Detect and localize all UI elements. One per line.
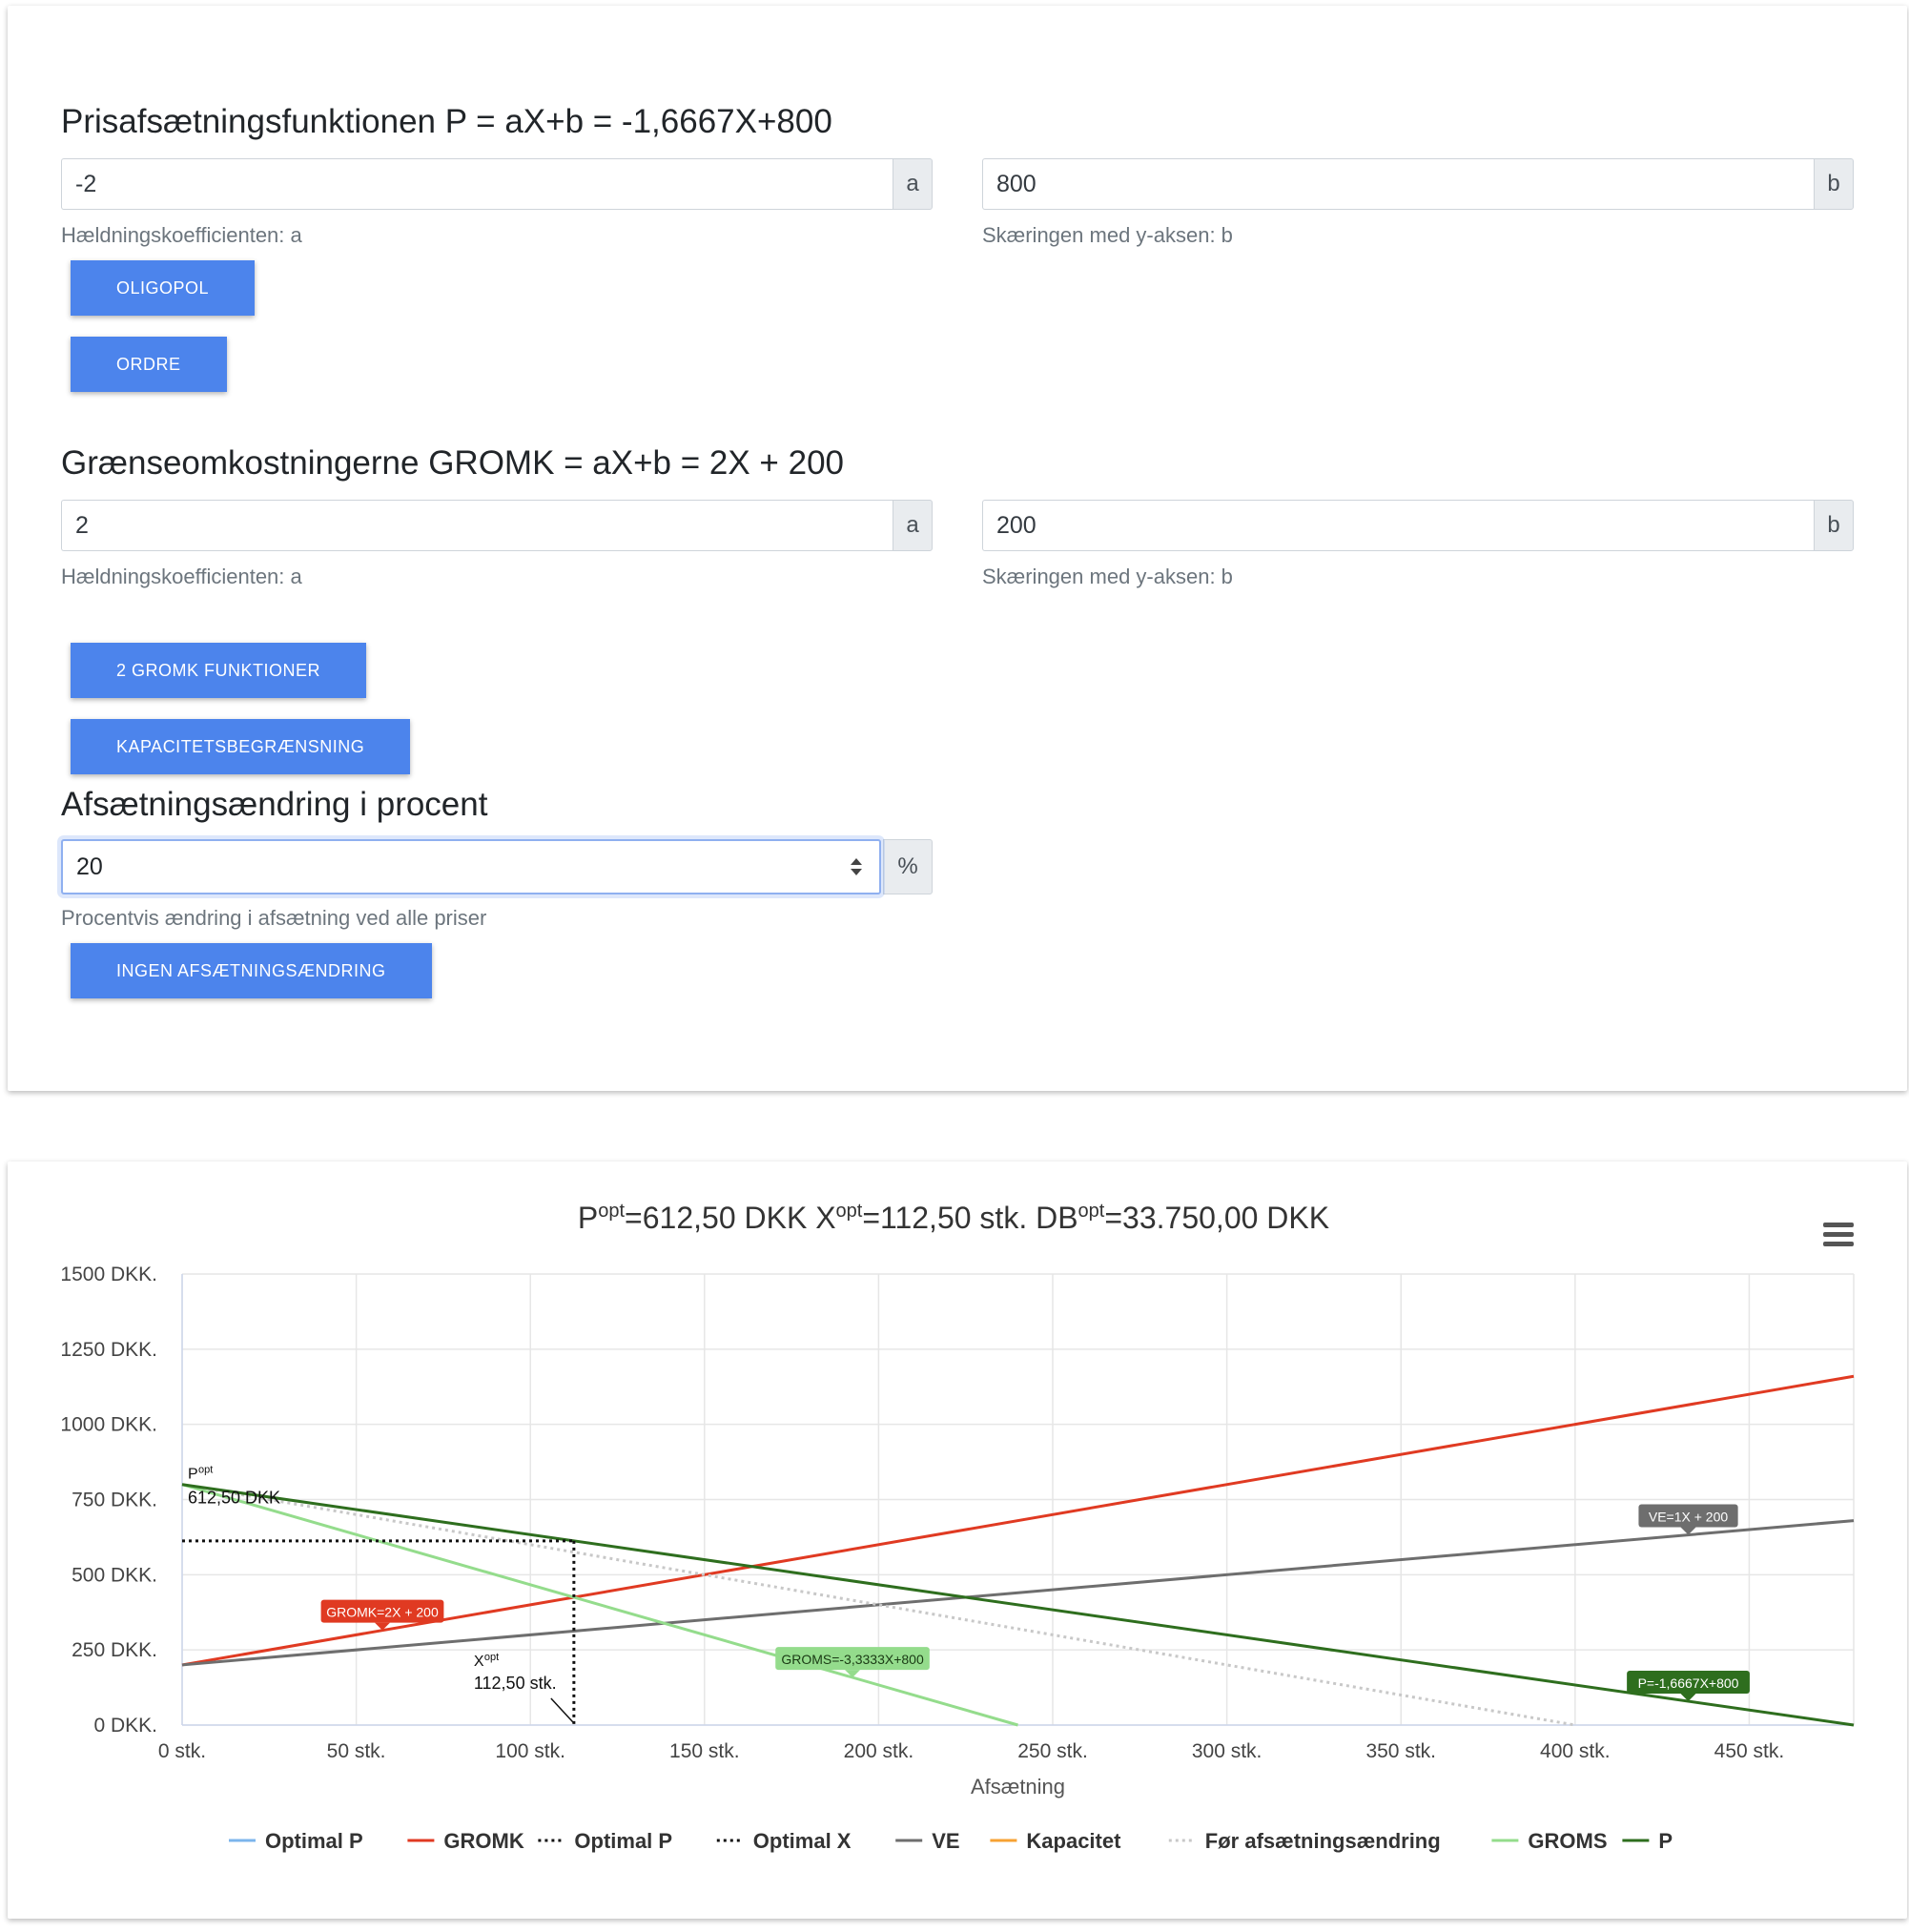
series-før-afsætningsændring (181, 1483, 1576, 1727)
x-tick-label: 0 stk. (158, 1740, 206, 1762)
svg-text:112,50 stk.: 112,50 stk. (474, 1674, 557, 1693)
legend-item[interactable]: GROMK (407, 1829, 524, 1853)
svg-text:VE=1X + 200: VE=1X + 200 (1649, 1510, 1729, 1525)
pricing-heading: Prisafsætningsfunktionen P = aX+b = -1,6… (61, 103, 832, 140)
series-label: GROMK=2X + 200 (320, 1599, 444, 1631)
series-label: GROMS=-3,3333X+800 (775, 1647, 930, 1678)
svg-text:P: P (188, 1467, 198, 1483)
series-p (181, 1483, 1855, 1727)
menu-icon[interactable] (1823, 1223, 1854, 1247)
series-ve (181, 1519, 1855, 1667)
pricing-b-input[interactable] (982, 158, 1814, 210)
y-tick-label: 1500 DKK. (60, 1264, 157, 1285)
x-tick-label: 150 stk. (669, 1740, 740, 1762)
x-axis-label: Afsætning (971, 1775, 1065, 1798)
cost-b-help: Skæringen med y-aksen: b (982, 565, 1233, 588)
svg-text:Før afsætningsændring: Før afsætningsændring (1205, 1829, 1441, 1853)
no-sales-change-button[interactable]: INGEN AFSÆTNINGSÆNDRING (71, 943, 432, 998)
chart-annotations: GROMK=2X + 200 VE=1X + 200 GROMS=-3,3333X+… (188, 1465, 1750, 1724)
x-tick-label: 50 stk. (327, 1740, 386, 1762)
x-tick-label: 100 stk. (495, 1740, 565, 1762)
y-tick-label: 500 DKK. (72, 1564, 157, 1586)
two-gromk-button[interactable]: 2 GROMK FUNKTIONER (71, 643, 367, 698)
input-card: Prisafsætningsfunktionen P = aX+b = -1,6… (8, 6, 1907, 1091)
x-tick-label: 250 stk. (1017, 1740, 1088, 1762)
cost-a-addon: a (893, 500, 933, 551)
svg-text:GROMK: GROMK (443, 1829, 523, 1853)
svg-text:P: P (1658, 1829, 1673, 1853)
svg-text:Optimal X: Optimal X (753, 1829, 852, 1853)
series-label: P=-1,6667X+800 (1627, 1671, 1750, 1702)
cost-b-group: b (982, 500, 1854, 551)
chart-legend: Optimal P GROMK Optimal P Optimal X VE Kapaci… (229, 1829, 1673, 1853)
spinner-arrows-icon[interactable] (847, 854, 866, 879)
cost-a-group: a (61, 500, 933, 551)
cost-b-input[interactable] (982, 500, 1814, 551)
y-tick-label: 750 DKK. (72, 1490, 157, 1511)
svg-text:X: X (474, 1654, 484, 1670)
pricing-b-group: b (982, 158, 1854, 210)
chart-svg: Popt=612,50 DKK Xopt=112,50 stk. DBopt=3… (60, 1201, 1855, 1853)
legend-item[interactable]: Optimal X (716, 1829, 852, 1853)
chart-card: Popt=612,50 DKK Xopt=112,50 stk. DBopt=3… (8, 1161, 1907, 1919)
pricing-b-addon: b (1814, 158, 1854, 210)
legend-item[interactable]: VE (895, 1829, 960, 1853)
series-gromk (181, 1374, 1855, 1667)
sales-change-heading: Afsætningsændring i procent (61, 786, 488, 823)
x-tick-label: 300 stk. (1192, 1740, 1262, 1762)
svg-text:P=-1,6667X+800: P=-1,6667X+800 (1638, 1675, 1739, 1691)
x-tick-label: 450 stk. (1714, 1740, 1785, 1762)
chart-series (181, 1374, 1855, 1727)
legend-item[interactable]: Optimal P (538, 1829, 672, 1853)
svg-text:Optimal P: Optimal P (265, 1829, 363, 1853)
svg-text:opt: opt (198, 1465, 213, 1476)
x-tick-label: 200 stk. (844, 1740, 914, 1762)
legend-item[interactable]: Optimal P (229, 1829, 363, 1853)
chart-title: Popt=612,50 DKK Xopt=112,50 stk. DBopt=3… (578, 1201, 1329, 1235)
sales-change-help: Procentvis ændring i afsætning ved alle … (61, 906, 487, 930)
capacity-button[interactable]: KAPACITETSBEGRÆNSNING (71, 719, 411, 774)
sales-change-input[interactable]: 20 (61, 839, 881, 894)
svg-text:VE: VE (932, 1829, 959, 1853)
svg-text:GROMS: GROMS (1528, 1829, 1607, 1853)
svg-text:Kapacitet: Kapacitet (1026, 1829, 1121, 1853)
y-tick-label: 250 DKK. (72, 1639, 157, 1661)
pricing-a-group: a (61, 158, 933, 210)
oligopol-button[interactable]: OLIGOPOL (71, 260, 256, 316)
svg-text:GROMS=-3,3333X+800: GROMS=-3,3333X+800 (781, 1652, 924, 1667)
sales-change-group: 20 % (61, 839, 933, 894)
legend-item[interactable]: Før afsætningsændring (1168, 1829, 1441, 1853)
pricing-b-help: Skæringen med y-aksen: b (982, 223, 1233, 247)
svg-text:612,50 DKK: 612,50 DKK (188, 1489, 280, 1508)
legend-item[interactable]: GROMS (1491, 1829, 1608, 1853)
series-label: VE=1X + 200 (1638, 1504, 1738, 1535)
sales-change-value: 20 (76, 853, 103, 880)
svg-text:Optimal P: Optimal P (574, 1829, 672, 1853)
cost-a-help: Hældningskoefficienten: a (61, 565, 302, 588)
series-groms (181, 1483, 1018, 1727)
y-tick-label: 1000 DKK. (60, 1414, 157, 1436)
ordre-button[interactable]: ORDRE (71, 337, 227, 392)
svg-text:opt: opt (484, 1652, 499, 1663)
pricing-a-help: Hældningskoefficienten: a (61, 223, 302, 247)
y-tick-label: 0 DKK. (93, 1715, 157, 1737)
x-tick-label: 400 stk. (1540, 1740, 1611, 1762)
x-tick-label: 350 stk. (1365, 1740, 1436, 1762)
svg-text:GROMK=2X + 200: GROMK=2X + 200 (326, 1605, 439, 1620)
pricing-a-input[interactable] (61, 158, 893, 210)
y-tick-label: 1250 DKK. (60, 1339, 157, 1361)
chart-grid (181, 1273, 1855, 1726)
cost-b-addon: b (1814, 500, 1854, 551)
pricing-a-addon: a (893, 158, 933, 210)
legend-item[interactable]: Kapacitet (990, 1829, 1121, 1853)
cost-heading: Grænseomkostningerne GROMK = aX+b = 2X +… (61, 444, 844, 482)
percent-addon: % (883, 839, 933, 894)
cost-a-input[interactable] (61, 500, 893, 551)
chart-axes: 0 stk. 50 stk. 100 stk. 150 stk. 200 stk. 250… (60, 1264, 1854, 1762)
legend-item[interactable]: P (1622, 1829, 1673, 1853)
